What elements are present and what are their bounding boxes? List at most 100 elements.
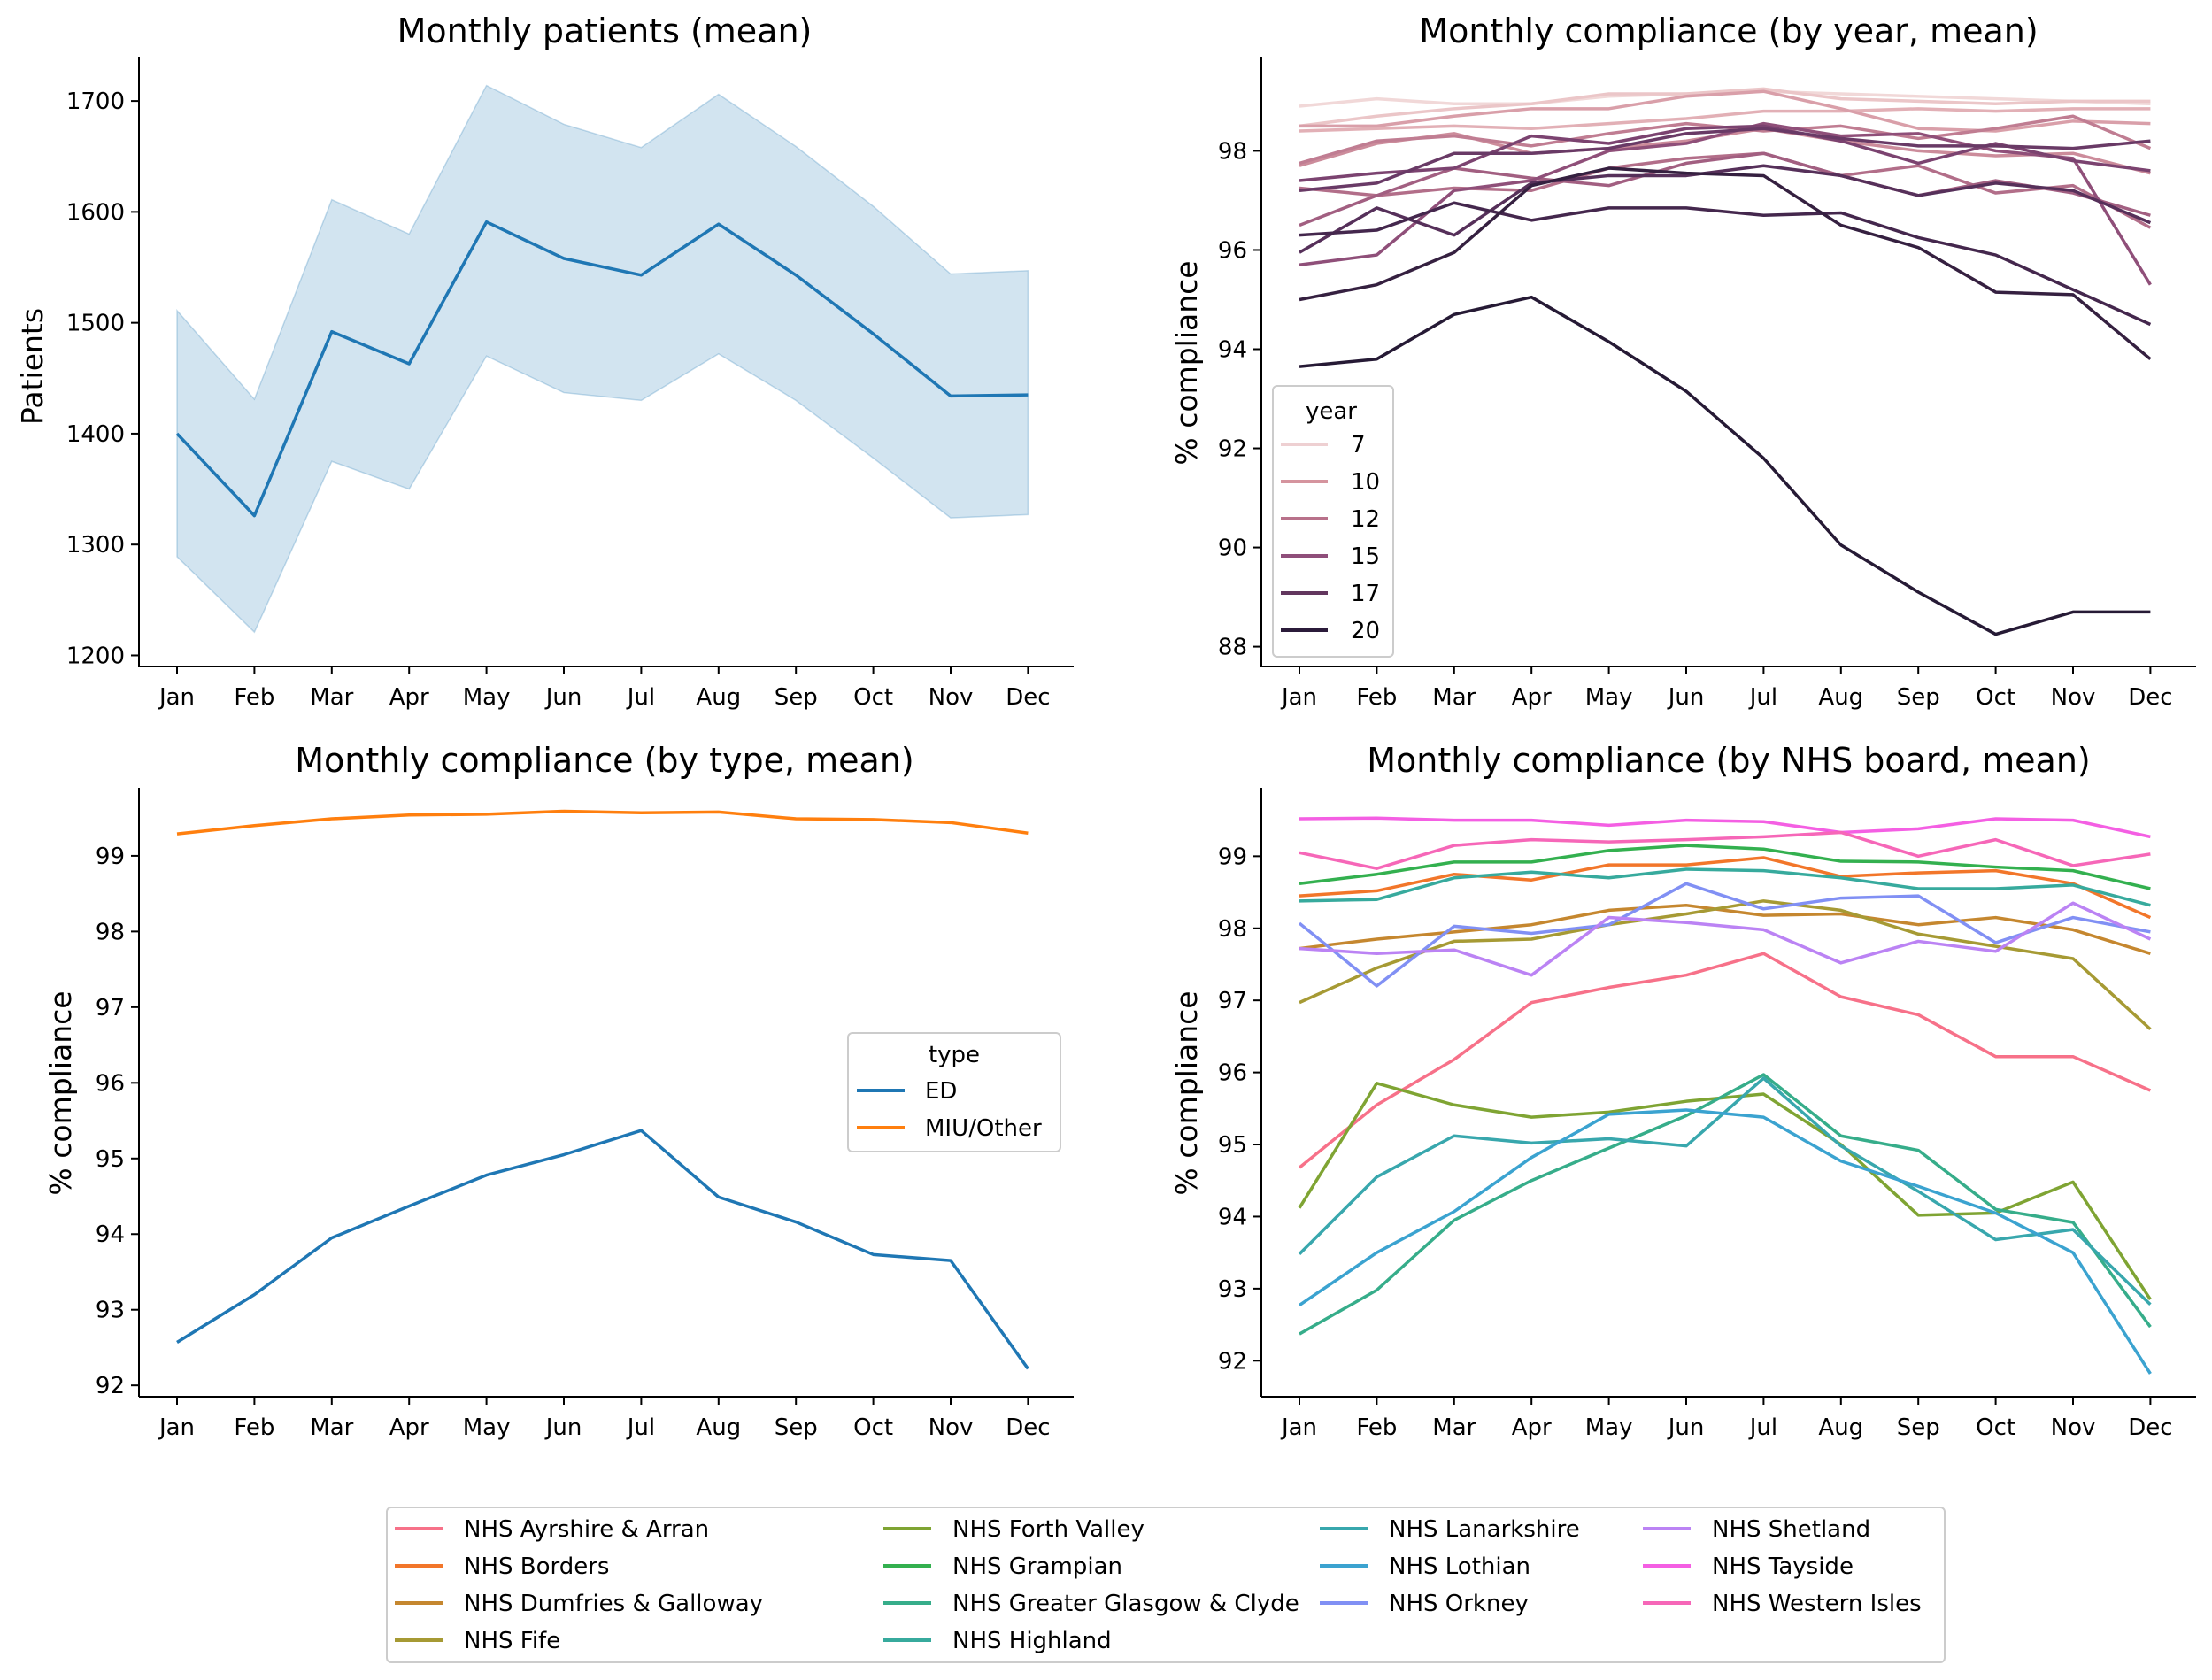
- legend-year: year 7 10 12 15 17 20: [1272, 385, 1394, 658]
- series-line: [1299, 107, 2151, 133]
- legend-title: type: [929, 1042, 980, 1068]
- x-tick-label: Oct: [1976, 1414, 2015, 1441]
- y-axis-label: % compliance: [1169, 990, 1204, 1195]
- x-tick-label: Apr: [1512, 684, 1552, 711]
- y-tick-label: 94: [1218, 1204, 1247, 1230]
- x-tick-label: Jan: [1280, 684, 1317, 711]
- x-tick-label: May: [463, 1414, 511, 1441]
- series-line: [176, 1129, 1029, 1370]
- y-tick-label: 88: [1218, 635, 1247, 661]
- series-line: [1298, 952, 2152, 1169]
- y-tick-label: 93: [1218, 1276, 1247, 1303]
- y-tick-label: 1600: [66, 199, 125, 226]
- confidence-band: [176, 84, 1029, 634]
- legend-label: NHS Borders: [464, 1553, 609, 1580]
- series-line: [1299, 899, 2152, 1031]
- x-tick-label: Apr: [389, 684, 429, 711]
- x-tick-label: Feb: [1356, 1414, 1397, 1441]
- series-line: [1299, 121, 2152, 286]
- legend-label: NHS Greater Glasgow & Clyde: [952, 1591, 1299, 1617]
- x-tick-label: Jul: [1748, 1414, 1777, 1441]
- x-tick-label: Feb: [1356, 684, 1397, 711]
- x-tick-label: Oct: [1976, 684, 2015, 711]
- y-tick-label: 97: [1218, 988, 1247, 1014]
- x-tick-label: Nov: [2051, 684, 2096, 711]
- x-tick-label: Jun: [1667, 1414, 1705, 1441]
- chart-title: Monthly compliance (by type, mean): [295, 741, 914, 780]
- x-tick-label: Oct: [853, 684, 893, 711]
- plot-area: 92 93 94 95 96 97 98 99 Jan Feb Mar Apr May Jun Jul Aug…: [96, 788, 1074, 1441]
- series-line: [1299, 151, 2152, 229]
- x-tick-label: Jun: [1667, 684, 1705, 711]
- series-line: [1299, 856, 2152, 920]
- plot-area: 1200 1300 1400 1500 1600 1700 Jan Feb Mar Apr May J…: [66, 57, 1074, 711]
- legend-label: NHS Orkney: [1389, 1591, 1529, 1617]
- legend-label: NHS Fife: [464, 1628, 560, 1654]
- y-tick-label: 99: [1218, 844, 1247, 870]
- chart-title: Monthly patients (mean): [397, 12, 813, 50]
- x-tick-label: Feb: [234, 1414, 274, 1441]
- y-tick-label: 96: [96, 1070, 125, 1097]
- series-line: [1299, 151, 2151, 227]
- panel-compliance-by-type: Monthly compliance (by type, mean) % com…: [43, 741, 1074, 1441]
- x-tick-label: Mar: [1432, 1414, 1476, 1441]
- series-line: [1299, 903, 2151, 955]
- y-tick-label: 1300: [66, 532, 125, 559]
- series-line: [1299, 127, 2151, 192]
- legend-label: MIU/Other: [925, 1115, 1042, 1142]
- x-tick-label: Nov: [929, 1414, 974, 1441]
- legend-title: year: [1306, 398, 1357, 425]
- legend-label: NHS Forth Valley: [952, 1516, 1145, 1543]
- y-tick-label: 97: [96, 995, 125, 1021]
- series-line: [1299, 295, 2151, 636]
- y-tick-label: 92: [1218, 436, 1247, 463]
- y-tick-label: 95: [1218, 1132, 1247, 1159]
- y-tick-label: 1400: [66, 421, 125, 448]
- x-tick-label: Jan: [158, 1414, 195, 1441]
- panel-patients: Monthly patients (mean) Patients 1200 130…: [15, 12, 1074, 711]
- y-tick-label: 96: [1218, 1060, 1247, 1087]
- y-axis-label: Patients: [15, 308, 50, 425]
- x-tick-label: Nov: [2051, 1414, 2096, 1441]
- y-tick-label: 98: [96, 919, 125, 945]
- series-line: [1298, 882, 2151, 988]
- x-tick-label: May: [1585, 684, 1633, 711]
- legend-label: 10: [1351, 469, 1380, 496]
- y-tick-label: 96: [1218, 237, 1247, 264]
- legend-label: 17: [1351, 581, 1380, 607]
- legend-label: NHS Lanarkshire: [1389, 1516, 1580, 1543]
- legend-label: NHS Grampian: [952, 1553, 1122, 1580]
- chart-title: Monthly compliance (by NHS board, mean): [1367, 741, 2091, 780]
- series-line: [1299, 844, 2151, 890]
- legend-frame: [1272, 385, 1394, 658]
- legend-frame: [847, 1032, 1061, 1152]
- x-tick-label: Jun: [544, 684, 582, 711]
- panel-compliance-by-board: Monthly compliance (by NHS board, mean) …: [1169, 741, 2196, 1441]
- y-tick-label: 1700: [66, 89, 125, 115]
- y-axis-label: % compliance: [43, 990, 78, 1195]
- x-tick-label: Dec: [2128, 684, 2172, 711]
- x-tick-label: Sep: [775, 684, 818, 711]
- y-tick-label: 92: [1218, 1348, 1247, 1375]
- legend-label: 7: [1351, 432, 1366, 459]
- y-tick-label: 98: [1218, 916, 1247, 943]
- x-tick-label: Sep: [1897, 684, 1940, 711]
- legend-label: NHS Shetland: [1712, 1516, 1870, 1543]
- x-tick-label: Aug: [696, 1414, 741, 1441]
- series-line: [1299, 201, 2152, 327]
- x-tick-label: Sep: [775, 1414, 818, 1441]
- x-tick-label: Feb: [234, 684, 274, 711]
- y-tick-label: 99: [96, 844, 125, 870]
- x-tick-label: Dec: [1006, 684, 1050, 711]
- y-tick-label: 90: [1218, 536, 1247, 562]
- chart-title: Monthly compliance (by year, mean): [1419, 12, 2038, 50]
- series-line: [1299, 164, 2152, 254]
- series-line: [1298, 1082, 2152, 1301]
- y-tick-label: 1500: [66, 311, 125, 337]
- legend-label: NHS Tayside: [1712, 1553, 1854, 1580]
- x-tick-label: Aug: [1818, 1414, 1863, 1441]
- x-tick-label: Dec: [2128, 1414, 2172, 1441]
- series-line: [1299, 816, 2151, 839]
- x-tick-label: Sep: [1897, 1414, 1940, 1441]
- y-axis-label: % compliance: [1169, 260, 1204, 465]
